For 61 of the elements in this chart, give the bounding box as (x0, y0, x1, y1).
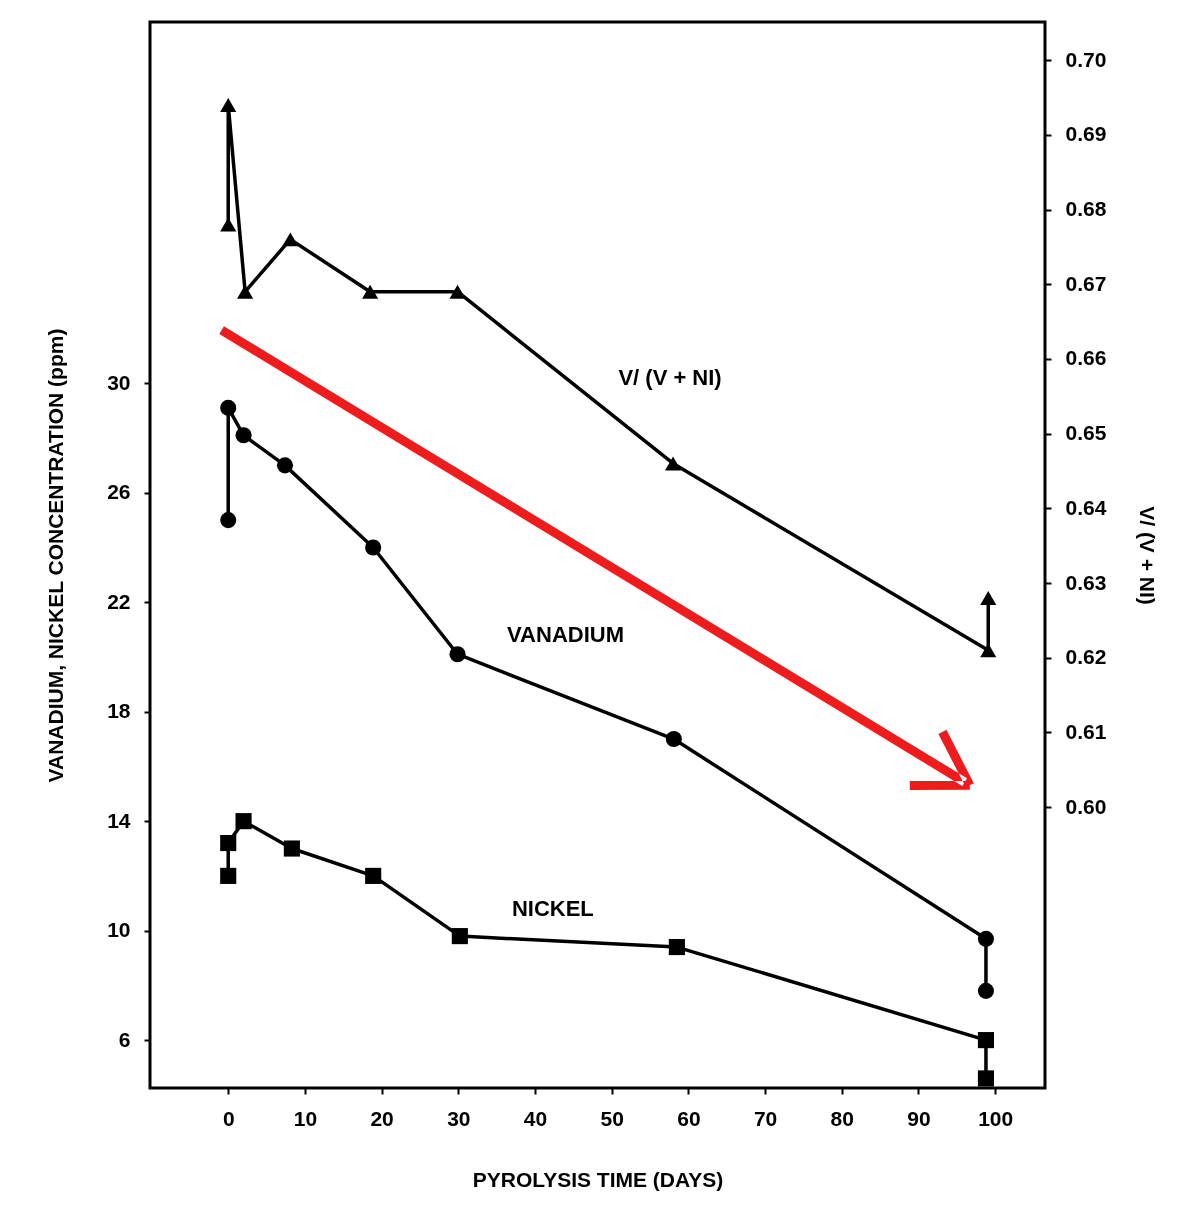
series-label: VANADIUM (507, 622, 624, 648)
y-tick-label: 10 (107, 918, 131, 942)
y-tick-label: 22 (107, 589, 131, 613)
point (665, 731, 682, 748)
y2-axis-title: V/ (V + NI) (1136, 506, 1160, 605)
y2-tick-label: 0.68 (1065, 197, 1107, 220)
y2-tick-label: 0.67 (1065, 271, 1107, 295)
point (220, 512, 237, 529)
y2-tick-label: 0.70 (1065, 47, 1107, 71)
y-tick-label: 18 (107, 699, 131, 723)
point (235, 813, 252, 830)
point (977, 1070, 995, 1087)
y2-tick-label: 0.63 (1065, 570, 1107, 594)
x-tick-label: 10 (293, 1106, 318, 1130)
point (220, 97, 237, 112)
point (365, 867, 382, 884)
y-axis-title: VANADIUM, NICKEL CONCENTRATION (ppm) (44, 328, 68, 783)
x-tick-label: 100 (978, 1106, 1014, 1130)
point (235, 427, 252, 444)
y-tick-label: 6 (118, 1027, 131, 1051)
point (282, 232, 299, 247)
y2-tick-label: 0.64 (1065, 495, 1107, 519)
y2-tick-label: 0.62 (1065, 645, 1107, 669)
point (664, 456, 682, 471)
x-tick-label: 30 (447, 1106, 471, 1130)
point (365, 539, 382, 556)
point (362, 284, 379, 299)
series-label: NICKEL (511, 896, 594, 922)
y2-tick-label: 0.60 (1065, 794, 1107, 818)
x-tick-label: 20 (370, 1106, 394, 1130)
point (980, 643, 997, 658)
y2-tick-label: 0.61 (1065, 719, 1107, 743)
y-tick-label: 26 (107, 480, 131, 504)
point (449, 646, 466, 663)
point (977, 982, 995, 999)
x-tick-label: 90 (907, 1106, 931, 1130)
point (980, 590, 997, 605)
y2-tick-label: 0.69 (1065, 122, 1107, 146)
x-tick-label: 40 (523, 1106, 548, 1130)
x-tick-label: 80 (830, 1106, 854, 1130)
y2-tick-label: 0.65 (1065, 421, 1107, 445)
x-tick-label: 50 (600, 1106, 624, 1130)
point (220, 834, 237, 852)
x-tick-label: 70 (753, 1106, 778, 1130)
point (237, 284, 254, 299)
y-tick-label: 14 (107, 808, 131, 832)
y2-tick-label: 0.66 (1065, 346, 1107, 370)
series-label: V/ (V + NI) (618, 365, 722, 391)
point (451, 928, 468, 945)
x-tick-label: 60 (677, 1106, 701, 1130)
point (283, 840, 300, 857)
point (220, 399, 237, 416)
x-axis-title: PYROLYSIS TIME (DAYS) (472, 1167, 724, 1191)
point (977, 930, 995, 947)
y-tick-label: 30 (107, 370, 131, 394)
point (977, 1032, 995, 1049)
point (220, 867, 237, 884)
point (449, 284, 466, 299)
point (668, 938, 685, 956)
point (276, 457, 294, 474)
x-tick-label: 0 (222, 1106, 235, 1130)
